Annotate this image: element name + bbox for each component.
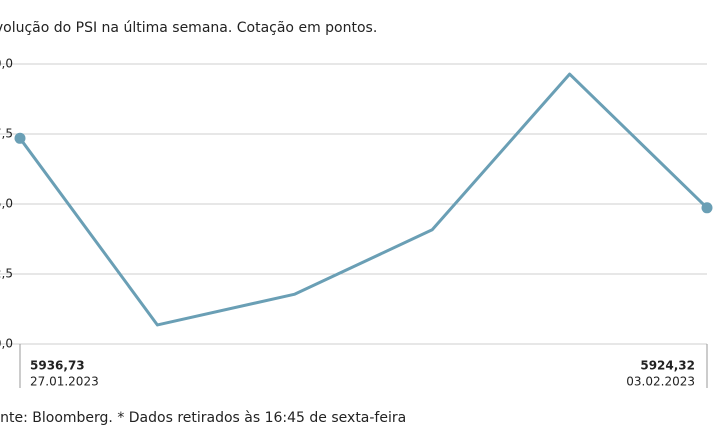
y-tick-label: 5925,0	[0, 197, 13, 211]
line-series	[18, 72, 709, 327]
end-marker	[14, 132, 26, 144]
x-tick-label: 27.01.2023	[30, 375, 99, 389]
y-tick-label: 5912,5	[0, 267, 13, 281]
chart-title: Evolução do PSI na última semana. Cotaçã…	[0, 20, 377, 36]
end-marker	[701, 202, 713, 214]
y-tick-label: 5937,5	[0, 127, 13, 141]
source-note: Fonte: Bloomberg. * Dados retirados às 1…	[0, 410, 406, 426]
x-tick-label: 03.02.2023	[626, 375, 695, 389]
value-label: 5936,73	[30, 359, 85, 373]
value-label: 5924,32	[640, 359, 695, 373]
y-tick-label: 5950,0	[0, 57, 13, 71]
y-tick-label: 5900,0	[0, 337, 13, 351]
